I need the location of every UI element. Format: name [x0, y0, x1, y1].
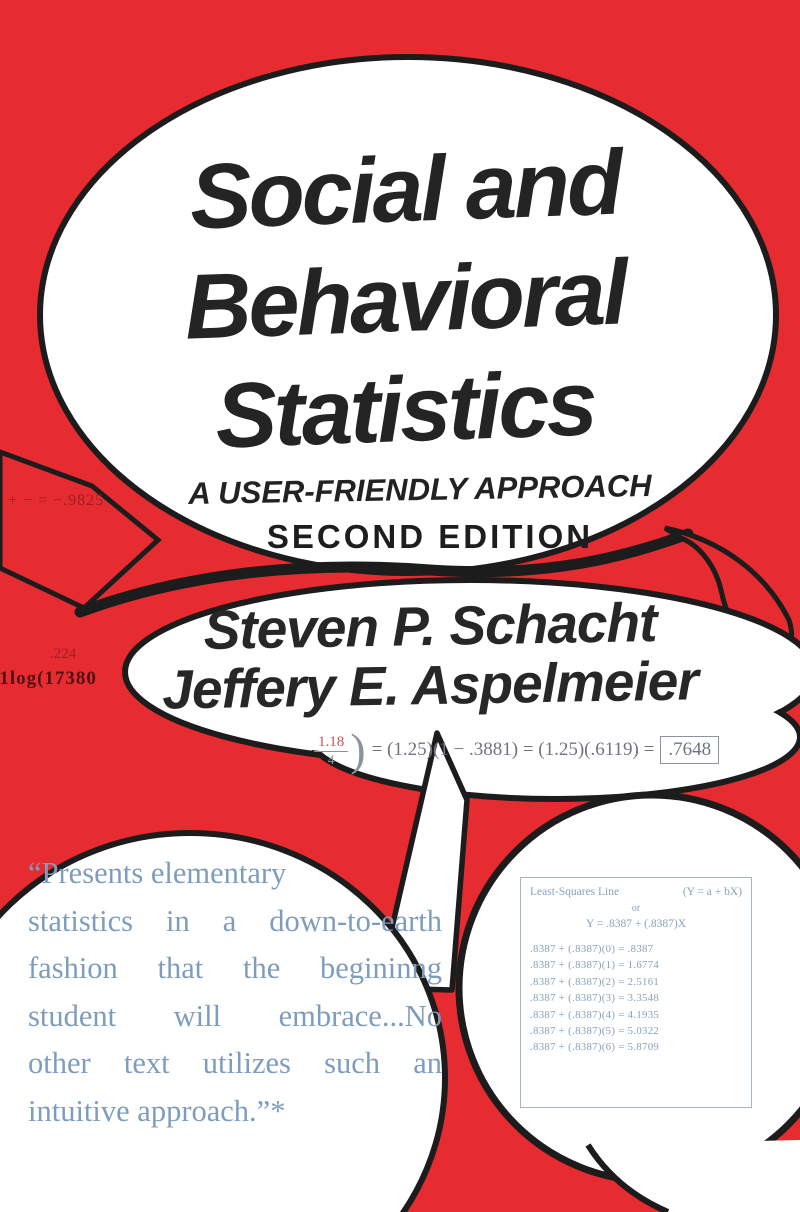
fraction-paren: ) — [350, 724, 366, 775]
formula-body: = (1.25)(1 − .3881) = (1.25)(.6119) = — [371, 739, 655, 760]
least-squares-row: .8387 + (.8387)(1) = 1.6774 — [530, 959, 660, 972]
review-quote: “Presents elementary statistics in a dow… — [28, 850, 442, 1135]
least-squares-model: (Y = a + bX) — [682, 886, 742, 898]
least-squares-row: .8387 + (.8387)(3) = 3.3548 — [530, 992, 660, 1005]
background-formula-2: .224 — [50, 646, 77, 662]
fraction-denominator: 4 — [327, 751, 335, 767]
swoosh-line — [74, 528, 694, 618]
left-red-arrow — [0, 449, 162, 611]
quote-line: fashion that the begininng — [28, 951, 442, 985]
author-2: Jeffery E. Aspelmeier — [161, 649, 699, 721]
edition-label: SECOND EDITION — [266, 518, 594, 555]
least-squares-row: .8387 + (.8387)(5) = 5.0322 — [530, 1025, 660, 1038]
table-bubble-extension — [588, 1140, 800, 1212]
background-formula-3: (1log(17380 — [0, 668, 97, 689]
least-squares-title: Least-Squares Line — [530, 886, 620, 898]
quote-line: student will embrace...No — [28, 998, 442, 1033]
least-squares-header: Least-Squares Line (Y = a + bX) — [530, 886, 742, 899]
formula-strip: 1.18 4 ) = (1.25)(1 − .3881) = (1.25)(.6… — [314, 722, 720, 778]
least-squares-row: .8387 + (.8387)(6) = 5.8709 — [530, 1041, 660, 1054]
quote-line: other text utilizes such an — [28, 1046, 442, 1080]
fraction-numerator: 1.18 — [314, 734, 349, 752]
background-formula-1: + − = −.9825 — [8, 492, 105, 509]
least-squares-or: or — [631, 903, 641, 914]
least-squares-box: Least-Squares Line (Y = a + bX) or Y = .… — [520, 877, 752, 1108]
least-squares-row: .8387 + (.8387)(0) = .8387 — [530, 943, 654, 955]
quote-line: statistics in a down-to-earth — [28, 903, 442, 938]
quote-line: “Presents elementary — [28, 856, 287, 890]
formula-fraction: 1.18 4 — [314, 734, 349, 767]
least-squares-row: .8387 + (.8387)(4) = 4.1935 — [530, 1008, 660, 1021]
least-squares-row: .8387 + (.8387)(2) = 2.5161 — [530, 975, 660, 988]
table-bubble-edge — [585, 1143, 670, 1212]
quote-line: intuitive approach.”* — [28, 1093, 286, 1128]
formula-result: .7648 — [660, 736, 720, 764]
least-squares-equation: Y = .8387 + (.8387)X — [585, 918, 687, 930]
